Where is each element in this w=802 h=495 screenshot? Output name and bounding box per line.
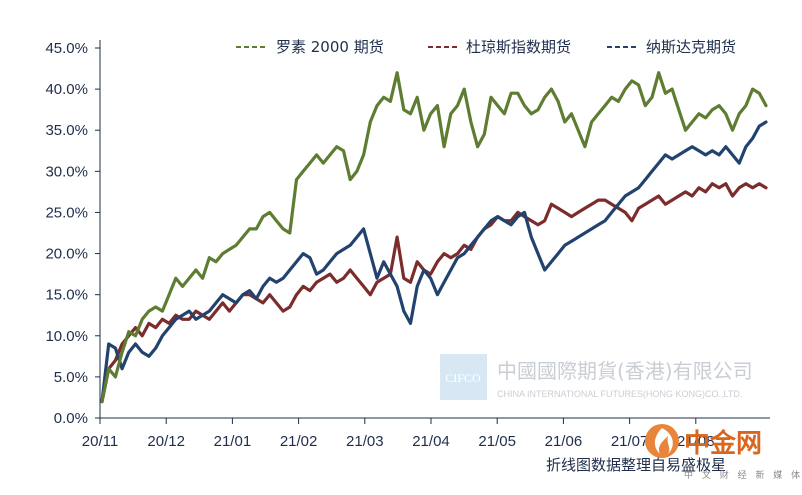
- legend-label-nasdaq: 纳斯达克期货: [646, 38, 736, 56]
- x-tick-label: 21/08: [677, 433, 715, 450]
- x-tick-label: 21/02: [280, 433, 318, 450]
- y-tick-label: 40.0%: [45, 81, 88, 98]
- x-tick-label: 21/03: [346, 433, 384, 450]
- site-logo: 中金网 中 文 财 经 新 媒 体: [645, 424, 802, 481]
- x-tick-label: 21/05: [478, 433, 516, 450]
- y-tick-label: 25.0%: [45, 204, 88, 221]
- series-line-0: [100, 71, 768, 404]
- x-axis: 20/11 20/12 21/01 21/02 21/03 21/04 21/05 21/06…: [82, 417, 770, 450]
- x-tick-label: 21/06: [545, 433, 583, 450]
- legend-label-dow: 杜琼斯指数期货: [466, 38, 571, 56]
- x-tick-label: 21/04: [412, 433, 450, 450]
- x-tick-label: 21/01: [214, 433, 252, 450]
- series-layer: [100, 71, 768, 404]
- source-note: 折线图数据整理自易盛极星: [546, 456, 726, 474]
- y-tick-label: 35.0%: [45, 122, 88, 139]
- y-tick-label: 20.0%: [45, 246, 88, 263]
- flame-logo-icon: [645, 424, 679, 458]
- x-tick-label: 21/07: [611, 433, 649, 450]
- watermark-company-name-en: CHINA INTERNATIONAL FUTURES(HONG KONG)CO…: [497, 389, 742, 399]
- series-line-2: [100, 120, 768, 404]
- x-tick-label: 20/11: [82, 433, 118, 450]
- legend: 罗素 2000 期货 杜琼斯指数期货 纳斯达克期货: [236, 38, 736, 56]
- watermark-logo-box: [440, 354, 487, 400]
- watermark: CIFCO 中國國際期貨(香港)有限公司 CHINA INTERNATIONAL…: [440, 354, 753, 400]
- series-line-1: [100, 182, 768, 404]
- logo-name: 中金网: [684, 428, 762, 459]
- y-tick-label: 0.0%: [54, 410, 88, 427]
- y-tick-label: 30.0%: [45, 163, 88, 180]
- x-tick-label: 20/12: [147, 433, 185, 450]
- y-tick-label: 5.0%: [54, 369, 88, 386]
- y-tick-label: 45.0%: [45, 40, 88, 57]
- logo-tagline: 中 文 财 经 新 媒 体: [684, 469, 802, 481]
- watermark-company-name: 中國國際期貨(香港)有限公司: [497, 359, 753, 383]
- y-axis: 0.0% 5.0% 10.0% 15.0% 20.0% 25.0% 30.0% 35.0% 40…: [45, 40, 101, 427]
- y-tick-label: 10.0%: [45, 328, 88, 345]
- y-tick-label: 15.0%: [45, 287, 88, 304]
- watermark-logo-text: CIFCO: [445, 371, 481, 385]
- legend-label-russell: 罗素 2000 期货: [276, 38, 384, 56]
